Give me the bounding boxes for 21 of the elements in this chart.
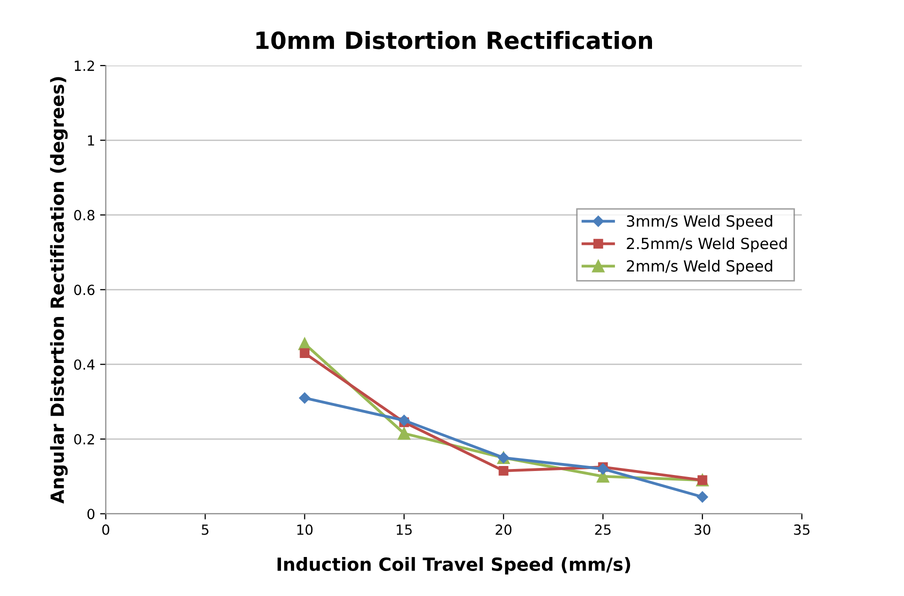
x-tick-label: 35 bbox=[794, 524, 810, 535]
x-tick-label: 10 bbox=[297, 524, 313, 535]
x-tick-label: 0 bbox=[102, 524, 110, 535]
legend-label: 3mm/s Weld Speed bbox=[626, 215, 772, 230]
x-tick-label: 15 bbox=[396, 524, 412, 535]
legend-label: 2mm/s Weld Speed bbox=[626, 260, 772, 275]
x-tick-label: 20 bbox=[496, 524, 512, 535]
y-axis-title: Angular Distortion Rectification (degrees) bbox=[50, 77, 68, 504]
y-tick-label: 1.2 bbox=[74, 60, 94, 71]
y-tick-label: 0.6 bbox=[74, 284, 94, 296]
x-tick-label: 30 bbox=[694, 524, 710, 535]
legend-label: 2.5mm/s Weld Speed bbox=[626, 237, 787, 252]
y-tick-label: 0.2 bbox=[74, 434, 94, 445]
chart-title: 10mm Distortion Rectification bbox=[256, 30, 652, 50]
y-tick-label: 1 bbox=[88, 135, 94, 146]
x-tick-label: 25 bbox=[595, 524, 611, 535]
x-axis-title: Induction Coil Travel Speed (mm/s) bbox=[278, 557, 630, 575]
y-tick-label: 0.4 bbox=[74, 359, 95, 370]
y-tick-label: 0 bbox=[87, 508, 94, 520]
x-tick-label: 5 bbox=[202, 524, 208, 535]
y-tick-label: 0.8 bbox=[74, 210, 94, 220]
